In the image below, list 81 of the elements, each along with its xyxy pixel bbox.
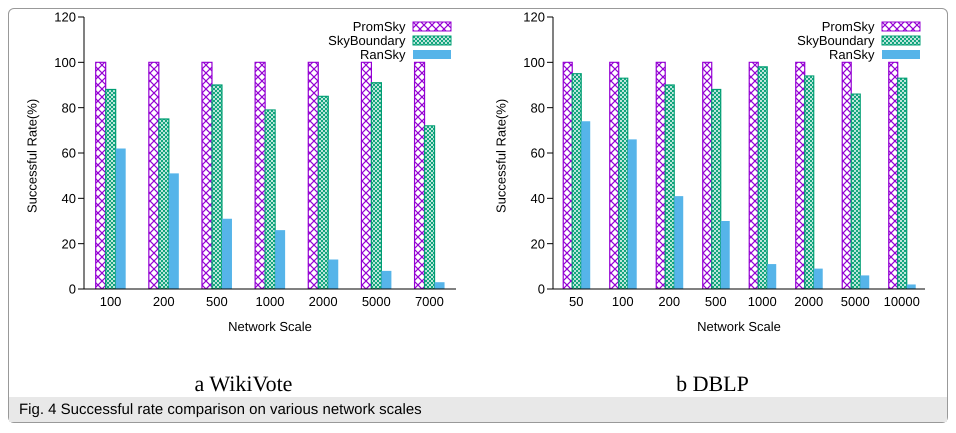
legend-label: PromSky: [352, 18, 406, 34]
x-tick-label: 10000: [883, 294, 920, 310]
bar: [434, 282, 444, 289]
x-tick-label: 1000: [255, 294, 284, 310]
bar: [804, 75, 814, 289]
bar: [766, 264, 776, 289]
bar: [618, 78, 628, 289]
bar: [115, 148, 126, 289]
x-axis-title: Network Scale: [228, 319, 312, 334]
bar: [655, 62, 666, 289]
y-tick-label: 100: [54, 54, 76, 70]
bar: [210, 84, 222, 289]
x-tick-label: 100: [99, 294, 121, 310]
bar: [710, 88, 721, 289]
bar: [148, 62, 159, 289]
x-tick-label: 5000: [840, 294, 870, 310]
bar: [413, 62, 425, 289]
legend-label: SkyBoundary: [797, 32, 874, 48]
y-tick-label: 100: [522, 54, 544, 70]
x-tick-label: 200: [152, 294, 174, 310]
bar: [380, 270, 391, 289]
bar: [571, 73, 582, 289]
bar: [104, 88, 116, 289]
bar: [200, 62, 212, 289]
bar: [664, 84, 674, 289]
bar: [328, 260, 338, 289]
bar: [702, 62, 712, 289]
x-tick-label: 5000: [361, 294, 390, 310]
bar: [896, 78, 907, 289]
y-tick-label: 120: [522, 10, 544, 25]
y-tick-label: 80: [61, 100, 76, 116]
y-tick-label: 0: [68, 282, 76, 297]
bar: [307, 62, 318, 289]
y-tick-label: 60: [530, 146, 544, 161]
y-tick-label: 80: [530, 100, 544, 116]
bar: [850, 93, 860, 289]
bar: [580, 121, 590, 289]
legend-label: RanSky: [828, 46, 874, 62]
y-tick-label: 60: [61, 146, 76, 161]
x-tick-label: 500: [704, 294, 726, 310]
x-tick-label: 2000: [308, 294, 338, 310]
legend-label: RanSky: [360, 46, 406, 62]
bar: [423, 125, 435, 289]
y-tick-label: 40: [61, 190, 76, 206]
bar: [168, 173, 178, 289]
legend-label: PromSky: [822, 18, 874, 34]
bar: [254, 62, 266, 289]
bar: [264, 109, 276, 289]
caption: Fig. 4 Successful rate comparison on various network scales: [9, 397, 947, 422]
bar: [720, 221, 730, 289]
bar: [158, 118, 169, 289]
x-tick-label: 50: [568, 294, 583, 310]
y-tick-label: 20: [61, 236, 76, 252]
x-tick-label: 1000: [747, 294, 776, 310]
bar: [627, 139, 636, 289]
bar: [860, 275, 869, 289]
y-tick-label: 40: [530, 190, 544, 206]
y-axis-title: Successful Rate(%): [493, 98, 508, 213]
bar: [94, 62, 106, 289]
legend-label: SkyBoundary: [328, 32, 406, 48]
bar: [360, 62, 372, 289]
y-tick-label: 0: [537, 282, 544, 297]
bar: [317, 96, 328, 289]
x-tick-label: 2000: [794, 294, 823, 310]
x-tick-label: 100: [611, 294, 634, 310]
text: a WikiVote: [194, 371, 292, 397]
bar: [370, 82, 382, 289]
x-tick-label: 500: [206, 294, 228, 310]
bar: [221, 218, 232, 289]
x-tick-label: 7000: [414, 294, 444, 310]
bar: [674, 196, 683, 289]
y-tick-label: 20: [530, 236, 544, 252]
y-axis-title: Successful Rate(%): [24, 98, 40, 213]
bar: [841, 62, 852, 289]
bar: [274, 230, 285, 289]
y-tick-label: 120: [54, 10, 76, 25]
bar: [757, 66, 768, 289]
x-tick-label: 200: [658, 294, 680, 310]
x-axis-title: Network Scale: [696, 319, 780, 334]
text: b DBLP: [676, 371, 749, 397]
bar: [813, 268, 822, 289]
